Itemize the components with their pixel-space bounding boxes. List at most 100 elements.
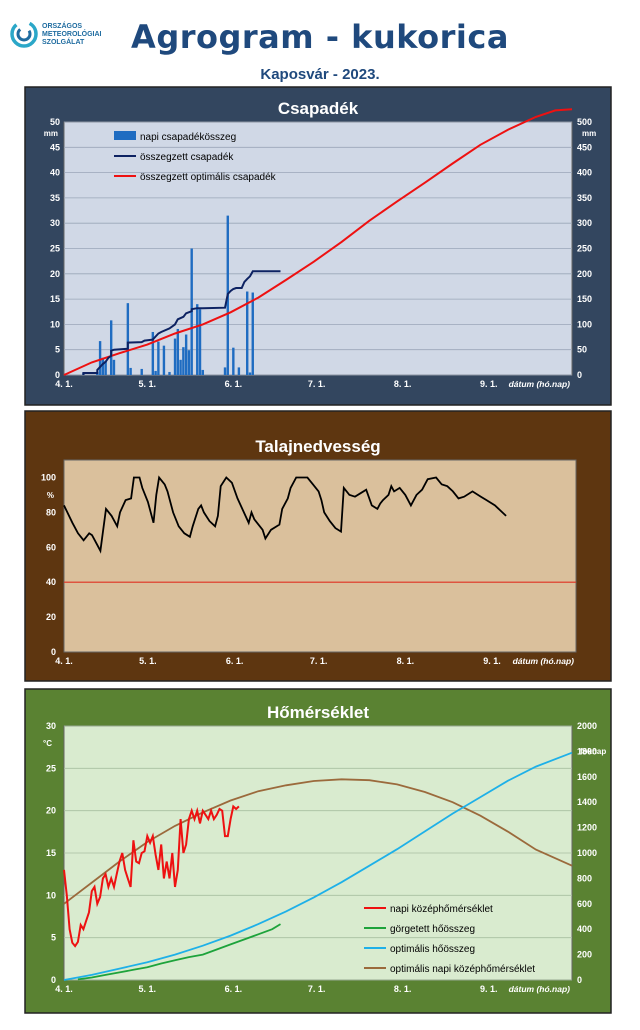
- precipitation-panel: Csapadék 0 5 10 15 20 25 30 35 40 45 50 0 50 100 150 200…: [24, 86, 612, 406]
- optimal-daily-temp-line: [63, 778, 573, 905]
- x-tick-label: 5. 1.: [139, 984, 157, 994]
- legend-label: görgetett hőösszeg: [390, 924, 475, 935]
- temperature-chart: Hőmérséklet 0 5 10 15 20 25 30 0 200 400 600 800 1000…: [24, 688, 612, 1014]
- cumulative-precip-line: [82, 270, 281, 375]
- soil-x-label: dátum (hó.nap): [513, 656, 575, 666]
- y-right-tick-label: 500: [577, 117, 592, 127]
- y-left-tick-label: 0: [55, 370, 60, 380]
- precipitation-x-label: dátum (hó.nap): [509, 379, 571, 389]
- y-left-tick-label: 10: [50, 319, 60, 329]
- y-right-unit: foknap: [580, 747, 606, 756]
- y-left-unit: mm: [44, 129, 58, 138]
- y-left-tick-label: 25: [46, 763, 56, 773]
- x-tick-label: 4. 1.: [55, 379, 73, 389]
- soil-moisture-panel: Talajnedvesség 0 20 40 60 80 100% 4. 1. 5. 1. 6. …: [24, 410, 612, 682]
- x-tick-label: 9. 1.: [483, 656, 501, 666]
- precip-bar: [232, 347, 235, 375]
- precip-bar: [223, 367, 227, 375]
- y-right-tick-label: 300: [577, 218, 592, 228]
- y-left-tick-label: 5: [51, 933, 56, 943]
- x-tick-label: 7. 1.: [308, 984, 326, 994]
- y-left-tick-label: 40: [50, 168, 60, 178]
- x-tick-label: 7. 1.: [310, 656, 328, 666]
- x-tick-label: 6. 1.: [225, 984, 243, 994]
- precip-bar: [129, 367, 132, 375]
- y-right-tick-label: 1600: [577, 772, 597, 782]
- y-right-tick-label: 450: [577, 142, 592, 152]
- rolling-heat-sum-line: [77, 923, 281, 981]
- legend-label: összegzett optimális csapadék: [140, 172, 277, 183]
- logo-line-1: ORSZÁGOS: [42, 21, 82, 30]
- page-subtitle: Kaposvár - 2023.: [260, 66, 380, 83]
- header: ORSZÁGOS METEOROLÓGIAI SZOLGÁLAT Agrogra…: [0, 0, 640, 86]
- x-tick-label: 9. 1.: [480, 379, 498, 389]
- precip-bar: [168, 371, 171, 375]
- x-tick-label: 7. 1.: [308, 379, 326, 389]
- x-tick-label: 8. 1.: [394, 379, 412, 389]
- y-tick-label: 20: [46, 612, 56, 622]
- y-right-tick-label: 250: [577, 244, 592, 254]
- temperature-title: Hőmérséklet: [267, 703, 369, 722]
- precip-bar: [157, 341, 160, 375]
- y-tick-label: 40: [46, 577, 56, 587]
- precip-bar: [112, 359, 116, 375]
- y-right-tick-label: 150: [577, 294, 592, 304]
- y-right-tick-label: 1000: [577, 848, 597, 858]
- precip-bar: [187, 350, 191, 375]
- precip-bar: [251, 292, 254, 375]
- x-tick-label: 4. 1.: [55, 656, 73, 666]
- y-right-tick-label: 50: [577, 345, 587, 355]
- y-left-tick-label: 20: [46, 806, 56, 816]
- y-left-tick-label: 30: [50, 218, 60, 228]
- y-right-tick-label: 600: [577, 899, 592, 909]
- logo-line-2: METEOROLÓGIAI: [42, 29, 102, 38]
- x-tick-label: 9. 1.: [480, 984, 498, 994]
- precip-bar: [101, 357, 105, 375]
- x-tick-label: 4. 1.: [55, 984, 73, 994]
- y-left-tick-label: 0: [51, 975, 56, 985]
- x-tick-label: 8. 1.: [397, 656, 415, 666]
- daily-temp-line: [63, 804, 240, 948]
- omsz-logo: ORSZÁGOS METEOROLÓGIAI SZOLGÁLAT: [8, 14, 118, 54]
- x-tick-label: 6. 1.: [226, 656, 244, 666]
- y-tick-label: 60: [46, 542, 56, 552]
- optimal-cumulative-line: [63, 108, 573, 376]
- precip-bar: [182, 347, 185, 375]
- precip-bar: [126, 303, 130, 375]
- y-left-tick-label: 5: [55, 345, 60, 355]
- soil-moisture-line: [63, 475, 507, 554]
- y-left-tick-label: 50: [50, 117, 60, 127]
- y-right-unit: mm: [582, 129, 596, 138]
- y-tick-label: 0: [51, 647, 56, 657]
- precip-bar: [176, 328, 180, 375]
- y-tick-label: 80: [46, 507, 56, 517]
- y-right-tick-label: 400: [577, 168, 592, 178]
- y-left-tick-label: 30: [46, 721, 56, 731]
- y-tick-label: 100: [41, 472, 56, 482]
- precip-bar: [151, 331, 155, 375]
- soil-moisture-title: Talajnedvesség: [255, 437, 380, 456]
- precip-bar: [246, 291, 249, 375]
- precip-bar: [248, 372, 252, 375]
- precip-bar: [98, 341, 102, 375]
- x-tick-label: 5. 1.: [139, 379, 157, 389]
- legend-label: összegzett csapadék: [140, 152, 234, 163]
- precip-bar: [109, 320, 113, 375]
- y-right-tick-label: 100: [577, 319, 592, 329]
- precip-bar: [162, 345, 166, 375]
- precip-bar: [184, 334, 188, 375]
- precip-bar: [179, 359, 182, 375]
- logo-line-3: SZOLGÁLAT: [42, 37, 85, 46]
- precip-bar: [201, 369, 204, 375]
- y-left-tick-label: 45: [50, 142, 60, 152]
- y-right-tick-label: 200: [577, 269, 592, 279]
- y-left-tick-label: 25: [50, 244, 60, 254]
- precip-bar: [154, 370, 157, 375]
- precip-bar: [104, 360, 107, 375]
- legend-swatch-bar: [114, 131, 136, 140]
- y-left-tick-label: 15: [46, 848, 56, 858]
- y-right-tick-label: 1800: [577, 746, 597, 756]
- precipitation-chart: Csapadék05101520253035404550050100150200…: [24, 86, 612, 406]
- legend-label: napi csapadékösszeg: [140, 132, 236, 143]
- precip-bar: [237, 367, 241, 375]
